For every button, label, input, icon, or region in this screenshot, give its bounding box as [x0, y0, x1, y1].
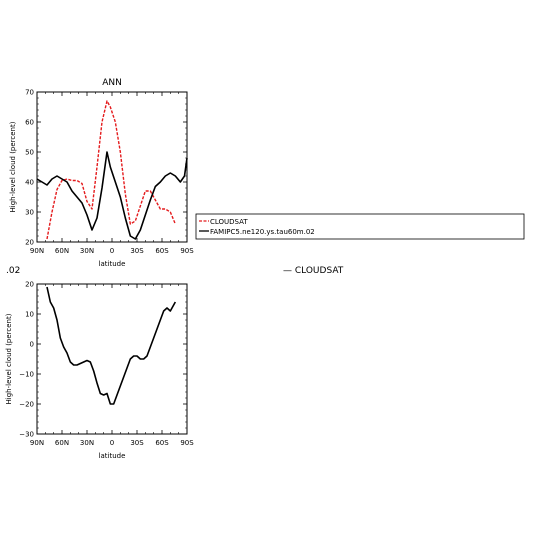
bottom-chart: 90N 60N 30N 0 30S 60S 90S −30 −20 −10 0 10 20 latitu… [5, 281, 194, 461]
bottom-x-tick-label: 0 [110, 439, 114, 447]
top-x-tick-label: 90N [30, 247, 44, 255]
bottom-x-tick-label: 30N [80, 439, 94, 447]
legend: CLOUDSAT FAMIPC5.ne120.ys.tau60m.02 [195, 213, 525, 240]
bottom-header-left: .02 [6, 266, 20, 276]
top-x-tick-label: 0 [110, 247, 114, 255]
bottom-x-tick-label: 60S [155, 439, 169, 447]
bottom-y-tick-label: 20 [25, 281, 34, 289]
top-y-tick-label: 60 [25, 119, 34, 127]
top-y-tick-label: 20 [25, 239, 34, 247]
top-x-axis-label: latitude [99, 260, 126, 268]
bottom-axis-ticks: 90N 60N 30N 0 30S 60S 90S −30 −20 −10 0 10 20 [19, 281, 194, 448]
bottom-series-line-0 [46, 286, 177, 405]
top-y-tick-label: 70 [25, 89, 34, 97]
bottom-header-right: — CLOUDSAT [283, 266, 344, 276]
bottom-x-axis-label: latitude [99, 452, 126, 460]
legend-label-model: FAMIPC5.ne120.ys.tau60m.02 [210, 228, 315, 236]
top-y-tick-label: 30 [25, 209, 34, 217]
top-axis-ticks: 90N 60N 30N 0 30S 60S 90S 20 30 40 50 60 70 [25, 89, 194, 256]
top-series-layer [36, 100, 188, 240]
bottom-y-tick-label: 0 [30, 341, 34, 349]
bottom-y-tick-label: −20 [19, 401, 34, 409]
top-x-tick-label: 30N [80, 247, 94, 255]
bottom-plot-frame [36, 283, 188, 435]
bottom-y-tick-label: −10 [19, 371, 34, 379]
top-chart-title: ANN [102, 78, 122, 88]
top-y-tick-label: 50 [25, 149, 34, 157]
top-plot-frame [36, 91, 188, 243]
bottom-x-tick-label: 90S [180, 439, 194, 447]
bottom-y-tick-label: −30 [19, 431, 34, 439]
bottom-x-tick-label: 90N [30, 439, 44, 447]
top-x-tick-label: 90S [180, 247, 194, 255]
top-series-line-cloudsat [46, 100, 176, 240]
top-y-tick-label: 40 [25, 179, 34, 187]
bottom-series-layer [46, 286, 177, 405]
legend-box [195, 213, 525, 240]
top-x-tick-label: 60N [55, 247, 69, 255]
top-y-axis-label: High-level cloud (percent) [9, 121, 17, 212]
top-series-line-famipc5-ne120-ys-tau60m-02 [36, 151, 188, 240]
top-x-tick-label: 60S [155, 247, 169, 255]
bottom-y-tick-label: 10 [25, 311, 34, 319]
bottom-y-axis-label: High-level cloud (percent) [5, 313, 13, 404]
top-x-tick-label: 30S [130, 247, 144, 255]
top-chart: ANN 90N 60N 30N 0 30S 60S 90S 20 30 40 50 60 70 lati… [9, 78, 194, 268]
bottom-x-tick-label: 60N [55, 439, 69, 447]
bottom-x-tick-label: 30S [130, 439, 144, 447]
legend-label-cloudsat: CLOUDSAT [210, 218, 248, 226]
